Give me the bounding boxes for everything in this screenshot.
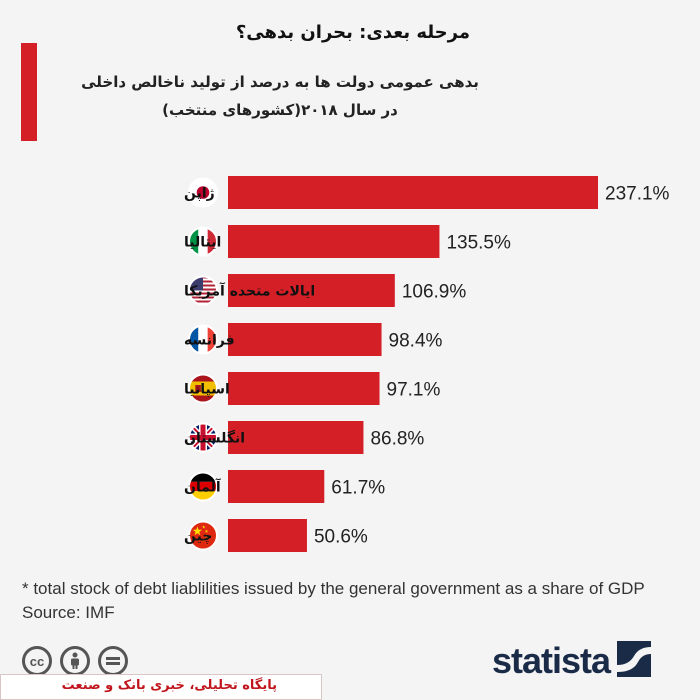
category-label: ایالات متحده آمریکا xyxy=(184,282,315,300)
bar-row: 106.9% ایالات متحده آمریکا xyxy=(184,274,466,307)
bar-row: 97.1% اسپانیا xyxy=(184,372,441,405)
bar-chart: 237.1% ژاپن 135.5% ایتالیا 106.9% ایالات متحد… xyxy=(184,176,670,552)
bar-row: 237.1% ژاپن xyxy=(184,176,670,209)
category-label: چین xyxy=(184,529,212,545)
bar-row: 50.6% چین xyxy=(184,519,368,552)
statista-logo-icon[interactable] xyxy=(617,641,651,677)
attribution-icon[interactable] xyxy=(60,646,90,676)
category-label: اسپانیا xyxy=(184,382,230,398)
footnote: * total stock of debt liablilities issue… xyxy=(22,579,645,598)
subtitle-line-2: در سال ۲۰۱۸(کشورهای منتخب) xyxy=(162,101,398,119)
germany-flag-icon xyxy=(188,471,218,502)
japan-flag-icon xyxy=(188,177,218,208)
value-label: 86.8% xyxy=(370,429,424,450)
bar xyxy=(228,274,395,307)
no-derivatives-icon[interactable] xyxy=(98,646,128,676)
bar xyxy=(228,225,440,258)
statista-wordmark[interactable]: statista xyxy=(491,640,611,681)
value-label: 135.5% xyxy=(446,233,511,254)
category-label: آلمان xyxy=(184,478,222,496)
license-icons: cc xyxy=(22,646,128,676)
bar xyxy=(228,323,382,356)
source: Source: IMF xyxy=(22,603,115,622)
bar xyxy=(228,421,364,454)
value-label: 98.4% xyxy=(389,331,443,352)
chart-title: مرحله بعدی: بحران بدهی؟ xyxy=(235,22,470,43)
spain-flag-icon xyxy=(188,373,218,404)
subtitle-line-1: بدهی عمومی دولت ها به درصد از تولید ناخا… xyxy=(81,73,479,91)
value-label: 97.1% xyxy=(387,380,441,401)
bar xyxy=(228,519,307,552)
watermark-text: پایگاه تحلیلی، خبری بانک و صنعت xyxy=(61,678,277,693)
bar xyxy=(228,176,598,209)
bar-row: 61.7% آلمان xyxy=(184,470,385,503)
chart-notes: * total stock of debt liablilities issue… xyxy=(22,577,645,625)
category-label: انگلستان xyxy=(184,430,245,447)
bar-row: 86.8% انگلستان xyxy=(184,421,424,454)
bar xyxy=(228,470,325,503)
bar-row: 98.4% فرانسه xyxy=(184,323,443,356)
value-label: 61.7% xyxy=(331,478,385,499)
bar-row: 135.5% ایتالیا xyxy=(184,225,511,258)
chart-subtitle: بدهی عمومی دولت ها به درصد از تولید ناخا… xyxy=(70,68,490,124)
china-flag-icon xyxy=(188,520,218,551)
value-label: 106.9% xyxy=(402,282,467,303)
france-flag-icon xyxy=(188,324,218,355)
value-label: 237.1% xyxy=(605,184,670,205)
category-label: فرانسه xyxy=(184,333,235,349)
accent-bar xyxy=(21,43,37,141)
italy-flag-icon xyxy=(188,226,218,257)
uk-flag-icon xyxy=(188,422,218,453)
value-label: 50.6% xyxy=(314,527,368,548)
category-label: ژاپن xyxy=(184,186,215,202)
usa-flag-icon xyxy=(188,275,218,306)
category-label: ایتالیا xyxy=(184,235,221,251)
bar xyxy=(228,372,380,405)
watermark-banner: پایگاه تحلیلی، خبری بانک و صنعت xyxy=(0,674,322,700)
creative-commons-icon[interactable]: cc xyxy=(22,646,52,676)
